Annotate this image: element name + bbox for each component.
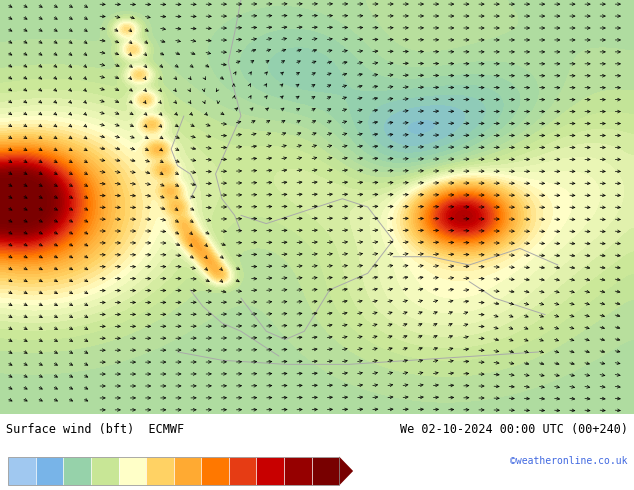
Bar	[119, 457, 146, 486]
Polygon shape	[339, 457, 353, 486]
Bar	[256, 457, 284, 486]
Bar	[8, 457, 36, 486]
Bar	[202, 457, 229, 486]
Text: We 02-10-2024 00:00 UTC (00+240): We 02-10-2024 00:00 UTC (00+240)	[399, 423, 628, 436]
Bar	[91, 457, 119, 486]
Bar	[63, 457, 91, 486]
Bar	[312, 457, 339, 486]
Bar	[174, 457, 201, 486]
Bar	[8, 457, 339, 486]
Text: ©weatheronline.co.uk: ©weatheronline.co.uk	[510, 456, 628, 466]
Bar	[229, 457, 256, 486]
Bar	[146, 457, 174, 486]
Bar	[36, 457, 63, 486]
Bar	[284, 457, 312, 486]
Text: Surface wind (bft)  ECMWF: Surface wind (bft) ECMWF	[6, 423, 184, 436]
